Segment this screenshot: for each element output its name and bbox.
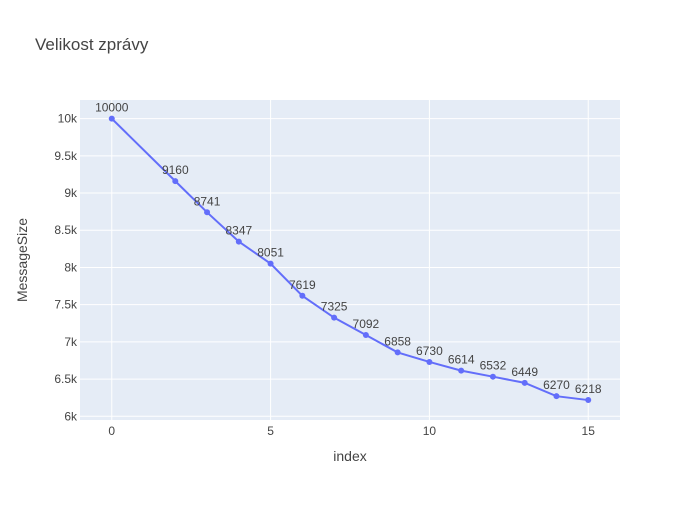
y-tick-label: 6.5k xyxy=(54,372,78,386)
data-labels: 10000 9160 8741 8347 8051 7619 7325 7092 6858 673… xyxy=(95,101,602,396)
data-label: 6270 xyxy=(543,378,570,392)
y-tick-label: 8.5k xyxy=(54,223,78,237)
data-label: 7092 xyxy=(353,317,380,331)
data-point xyxy=(362,332,369,339)
data-label: 6532 xyxy=(480,359,507,373)
data-label: 6614 xyxy=(448,353,475,367)
data-label: 7325 xyxy=(321,300,348,314)
x-tick-label: 10 xyxy=(423,424,437,438)
data-point xyxy=(172,178,179,185)
data-label: 8051 xyxy=(257,246,284,260)
x-axis-title: index xyxy=(333,448,366,464)
data-label: 7619 xyxy=(289,278,316,292)
data-label: 8347 xyxy=(225,224,252,238)
data-point xyxy=(426,358,433,365)
data-point xyxy=(553,393,560,400)
data-point xyxy=(394,349,401,356)
data-label: 6218 xyxy=(575,382,602,396)
y-tick-label: 10k xyxy=(58,112,78,126)
y-tick-label: 6k xyxy=(64,409,78,423)
data-point xyxy=(585,397,592,404)
y-tick-label: 7.5k xyxy=(54,298,78,312)
data-label: 9160 xyxy=(162,163,189,177)
y-axis-title: MessageSize xyxy=(14,218,30,302)
data-label: 6730 xyxy=(416,344,443,358)
data-point xyxy=(108,115,115,122)
x-tick-label: 0 xyxy=(108,424,115,438)
x-tick-label: 15 xyxy=(582,424,596,438)
data-point xyxy=(204,209,211,216)
y-tick-label: 7k xyxy=(64,335,78,349)
axis-ticks: 6k 6.5k 7k 7.5k 8k 8.5k 9k 9.5k 10k 0 5 10 15 xyxy=(54,112,595,438)
grid-lines xyxy=(80,100,620,420)
data-point xyxy=(267,260,274,267)
plot-area xyxy=(80,100,620,420)
data-label: 6858 xyxy=(384,334,411,348)
data-markers xyxy=(108,115,592,404)
y-tick-label: 9.5k xyxy=(54,149,78,163)
data-point xyxy=(521,379,528,386)
x-tick-label: 5 xyxy=(267,424,274,438)
data-point xyxy=(458,367,465,374)
data-point xyxy=(299,292,306,299)
data-point xyxy=(235,238,242,245)
data-label: 6449 xyxy=(511,365,538,379)
chart-title: Velikost zprávy xyxy=(35,35,149,54)
data-point xyxy=(331,314,338,321)
y-tick-label: 8k xyxy=(64,260,78,274)
data-point xyxy=(489,373,496,380)
data-label: 8741 xyxy=(194,194,221,208)
y-tick-label: 9k xyxy=(64,186,78,200)
data-label: 10000 xyxy=(95,101,129,115)
